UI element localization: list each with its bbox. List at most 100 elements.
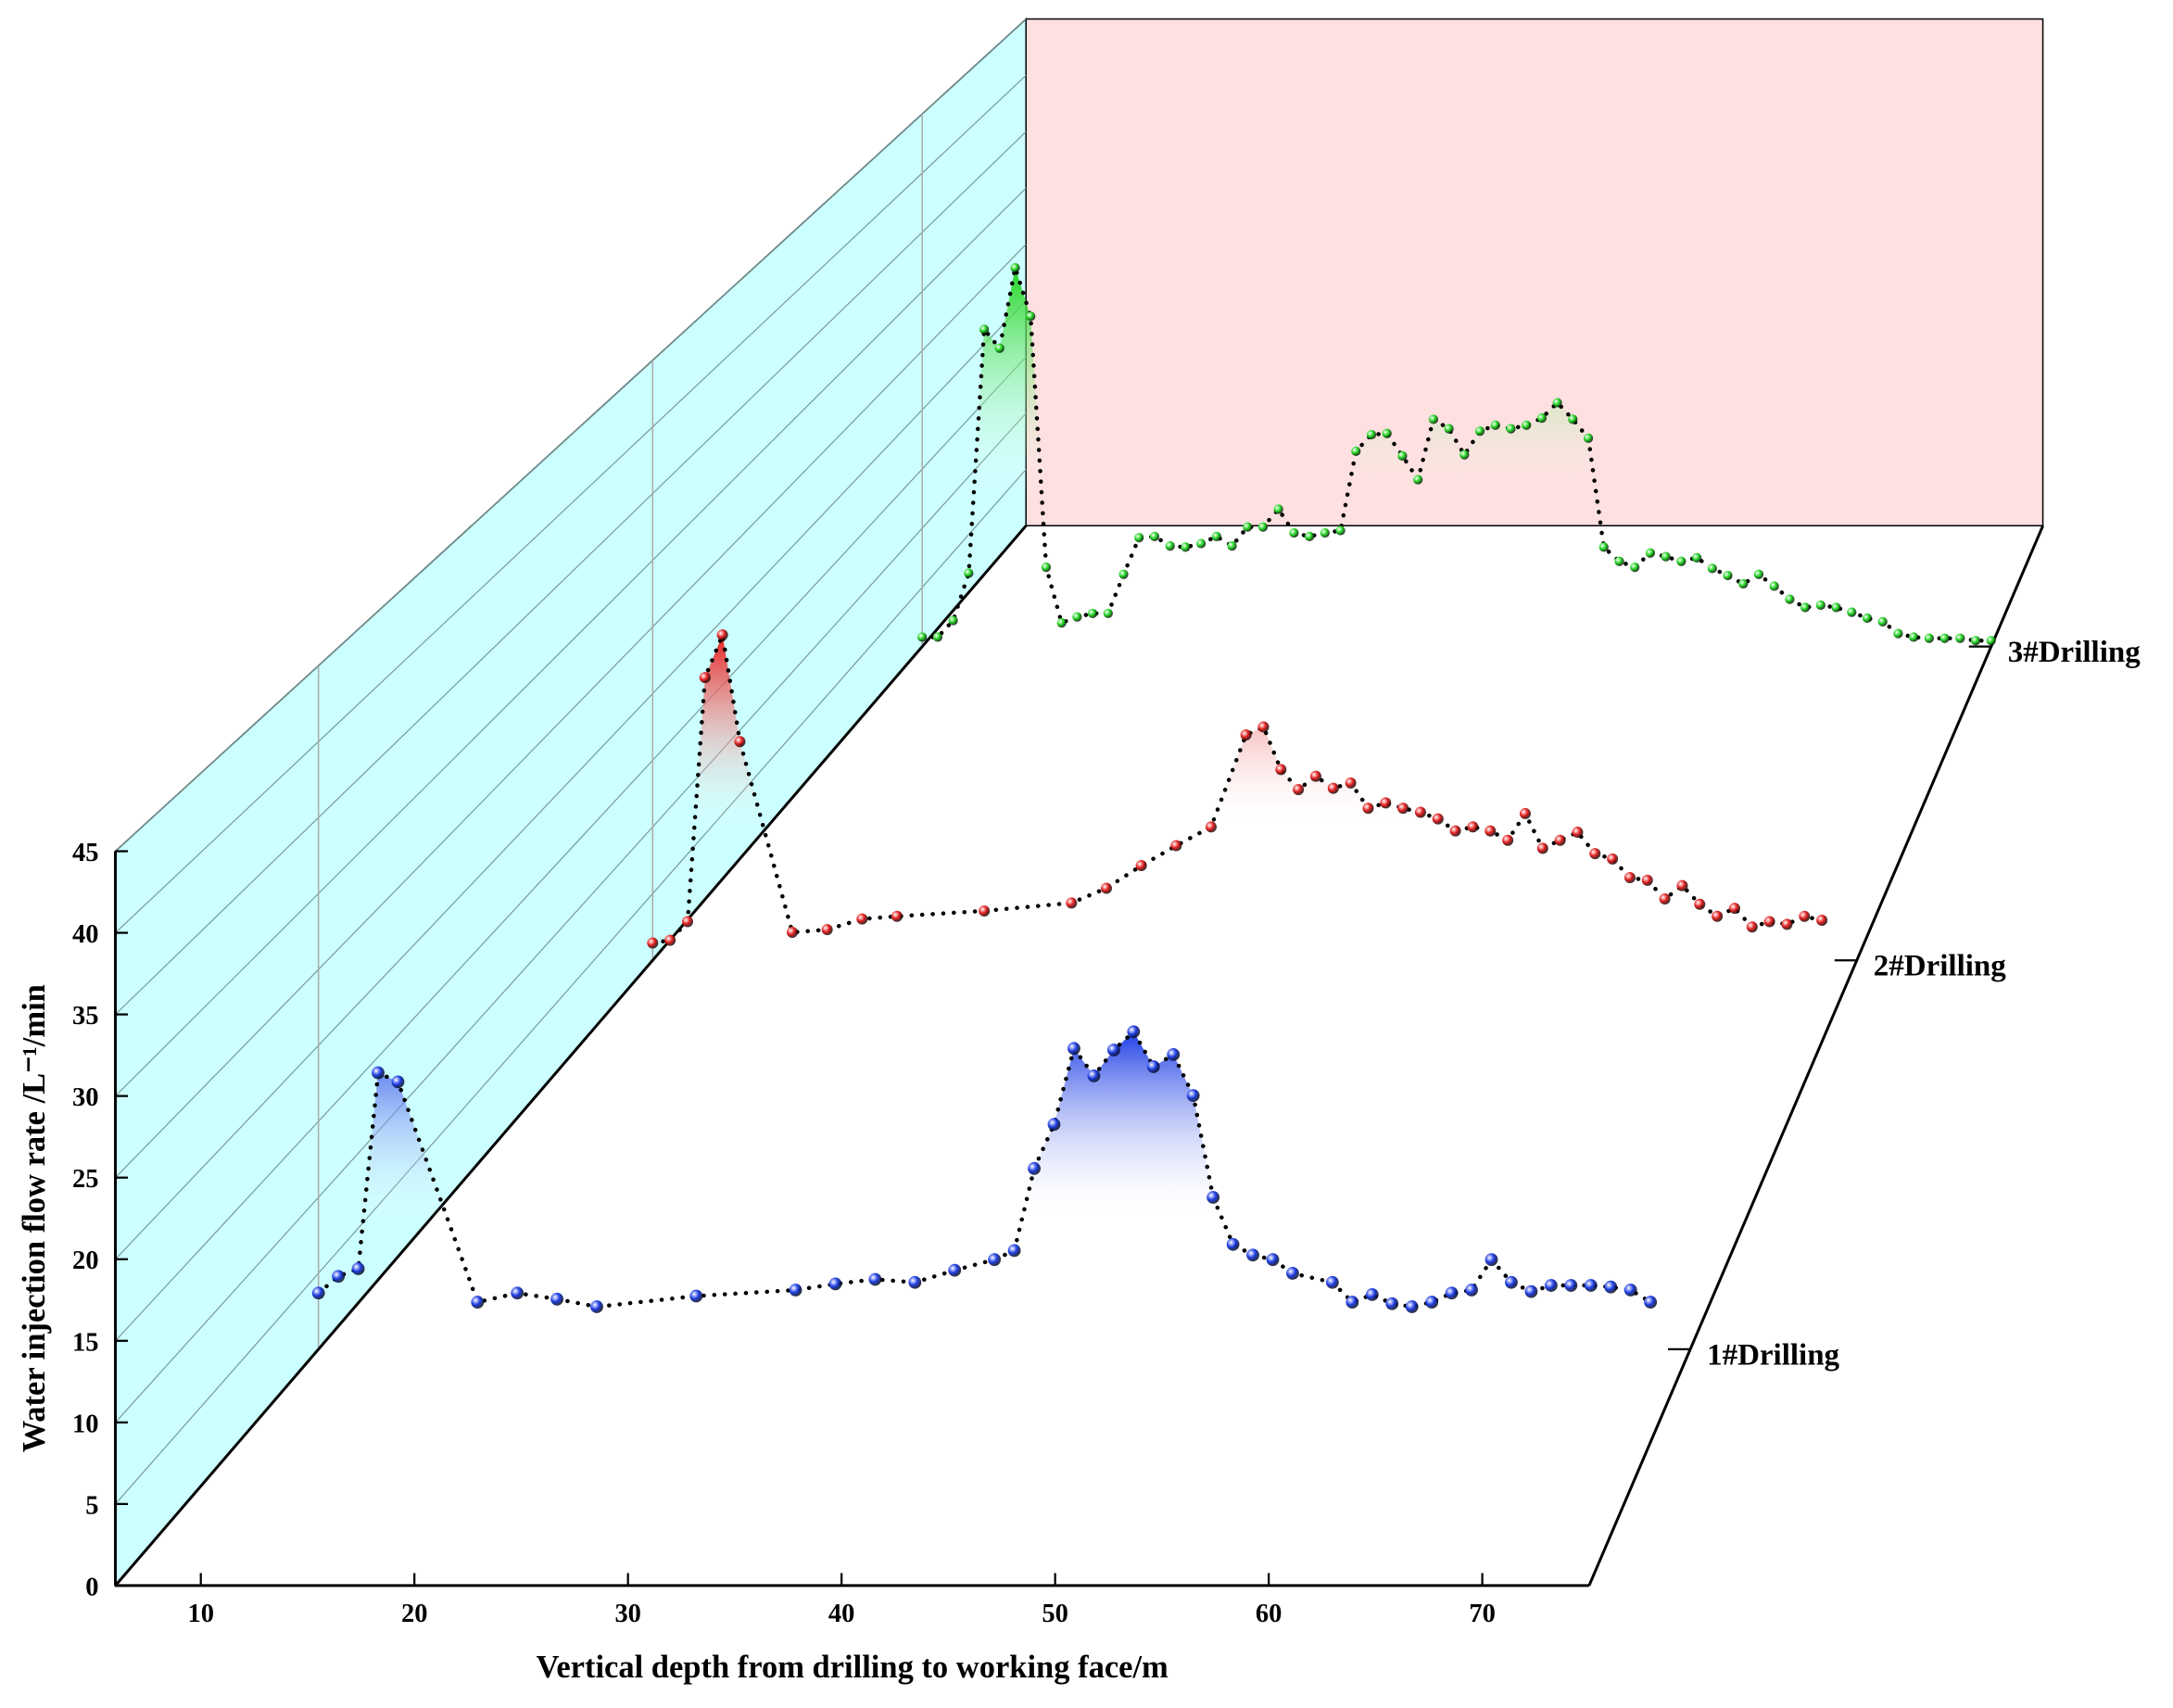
- marker: [1425, 1296, 1439, 1309]
- y-tick-label: 5: [85, 1491, 98, 1520]
- marker: [891, 910, 903, 922]
- marker: [1630, 562, 1640, 573]
- marker: [1659, 893, 1671, 905]
- marker: [917, 632, 928, 642]
- y-tick-label: 45: [72, 839, 98, 867]
- marker: [1728, 903, 1740, 915]
- marker: [1362, 803, 1374, 815]
- marker: [1345, 1296, 1359, 1309]
- marker: [1325, 1275, 1339, 1289]
- marker: [1785, 594, 1795, 604]
- marker: [1047, 1118, 1061, 1132]
- marker: [699, 672, 711, 684]
- marker: [1309, 770, 1321, 782]
- marker: [1243, 522, 1253, 532]
- marker: [1397, 450, 1408, 462]
- marker: [979, 905, 991, 917]
- line: [316, 1028, 1653, 1309]
- marker: [1970, 636, 1981, 646]
- marker: [1266, 1253, 1280, 1267]
- marker: [1763, 916, 1775, 928]
- x-tick-label: 10: [187, 1600, 213, 1628]
- y-tick-label: 35: [72, 1002, 98, 1031]
- marker: [1207, 1191, 1220, 1204]
- marker: [1572, 827, 1584, 839]
- marker: [979, 324, 990, 335]
- marker: [351, 1262, 365, 1275]
- marker: [1010, 262, 1020, 273]
- marker: [1583, 433, 1594, 443]
- marker: [1289, 527, 1299, 538]
- y-tick-label: 40: [72, 920, 98, 949]
- marker: [1623, 871, 1636, 883]
- marker: [868, 1272, 882, 1286]
- x-tick-label: 70: [1469, 1600, 1495, 1628]
- y-tick-label: 15: [72, 1328, 98, 1357]
- marker: [1007, 1244, 1021, 1258]
- marker: [471, 1296, 485, 1309]
- marker: [1502, 834, 1514, 846]
- marker: [908, 1275, 922, 1289]
- marker: [1305, 531, 1315, 541]
- x-axis-label: Vertical depth from drilling to working …: [537, 1650, 1169, 1685]
- marker: [1799, 910, 1811, 922]
- marker: [1459, 449, 1470, 460]
- marker: [1066, 897, 1078, 909]
- marker: [1428, 414, 1438, 424]
- marker: [1365, 1287, 1379, 1301]
- y-tick-label: 10: [72, 1410, 98, 1438]
- marker: [1028, 1161, 1041, 1175]
- marker: [1087, 1069, 1101, 1082]
- marker: [1127, 1025, 1141, 1039]
- marker: [1405, 1300, 1419, 1313]
- marker: [1273, 504, 1283, 514]
- marker: [1986, 636, 1996, 646]
- marker: [1506, 424, 1516, 434]
- marker: [1414, 806, 1426, 818]
- marker: [1118, 569, 1129, 579]
- marker: [1568, 414, 1578, 424]
- marker: [1068, 1042, 1080, 1056]
- marker: [1170, 840, 1182, 852]
- marker: [1712, 910, 1724, 922]
- x-tick-label: 40: [828, 1600, 854, 1628]
- marker: [1692, 552, 1702, 563]
- marker: [1226, 1237, 1240, 1251]
- marker: [1877, 616, 1888, 626]
- marker: [1924, 633, 1934, 643]
- marker: [1211, 531, 1221, 541]
- marker: [311, 1286, 325, 1300]
- marker: [1134, 533, 1144, 543]
- grid-line: [115, 131, 1027, 1016]
- marker: [1205, 821, 1217, 833]
- marker: [332, 1270, 346, 1284]
- marker: [1524, 1284, 1538, 1298]
- marker: [1490, 420, 1500, 430]
- marker: [1056, 618, 1067, 628]
- marker: [1554, 834, 1566, 846]
- grid-line: [115, 469, 1027, 1505]
- marker: [590, 1300, 603, 1313]
- marker: [1707, 563, 1717, 574]
- marker: [1614, 556, 1624, 566]
- marker: [988, 1253, 1002, 1267]
- x-tick-label: 60: [1256, 1600, 1282, 1628]
- marker: [1385, 1297, 1399, 1310]
- marker: [789, 1284, 802, 1297]
- line: [919, 267, 1994, 643]
- marker: [1026, 311, 1036, 322]
- marker: [1939, 633, 1950, 643]
- marker: [1552, 398, 1562, 408]
- marker: [1589, 848, 1601, 860]
- marker: [1519, 807, 1531, 819]
- marker: [1474, 426, 1485, 436]
- grid-line: [115, 187, 1027, 1097]
- grid-line: [115, 356, 1027, 1342]
- marker: [1862, 613, 1873, 624]
- marker: [1753, 569, 1764, 579]
- marker: [1465, 1284, 1478, 1297]
- marker: [550, 1292, 564, 1306]
- marker: [1181, 542, 1191, 552]
- marker: [932, 632, 943, 642]
